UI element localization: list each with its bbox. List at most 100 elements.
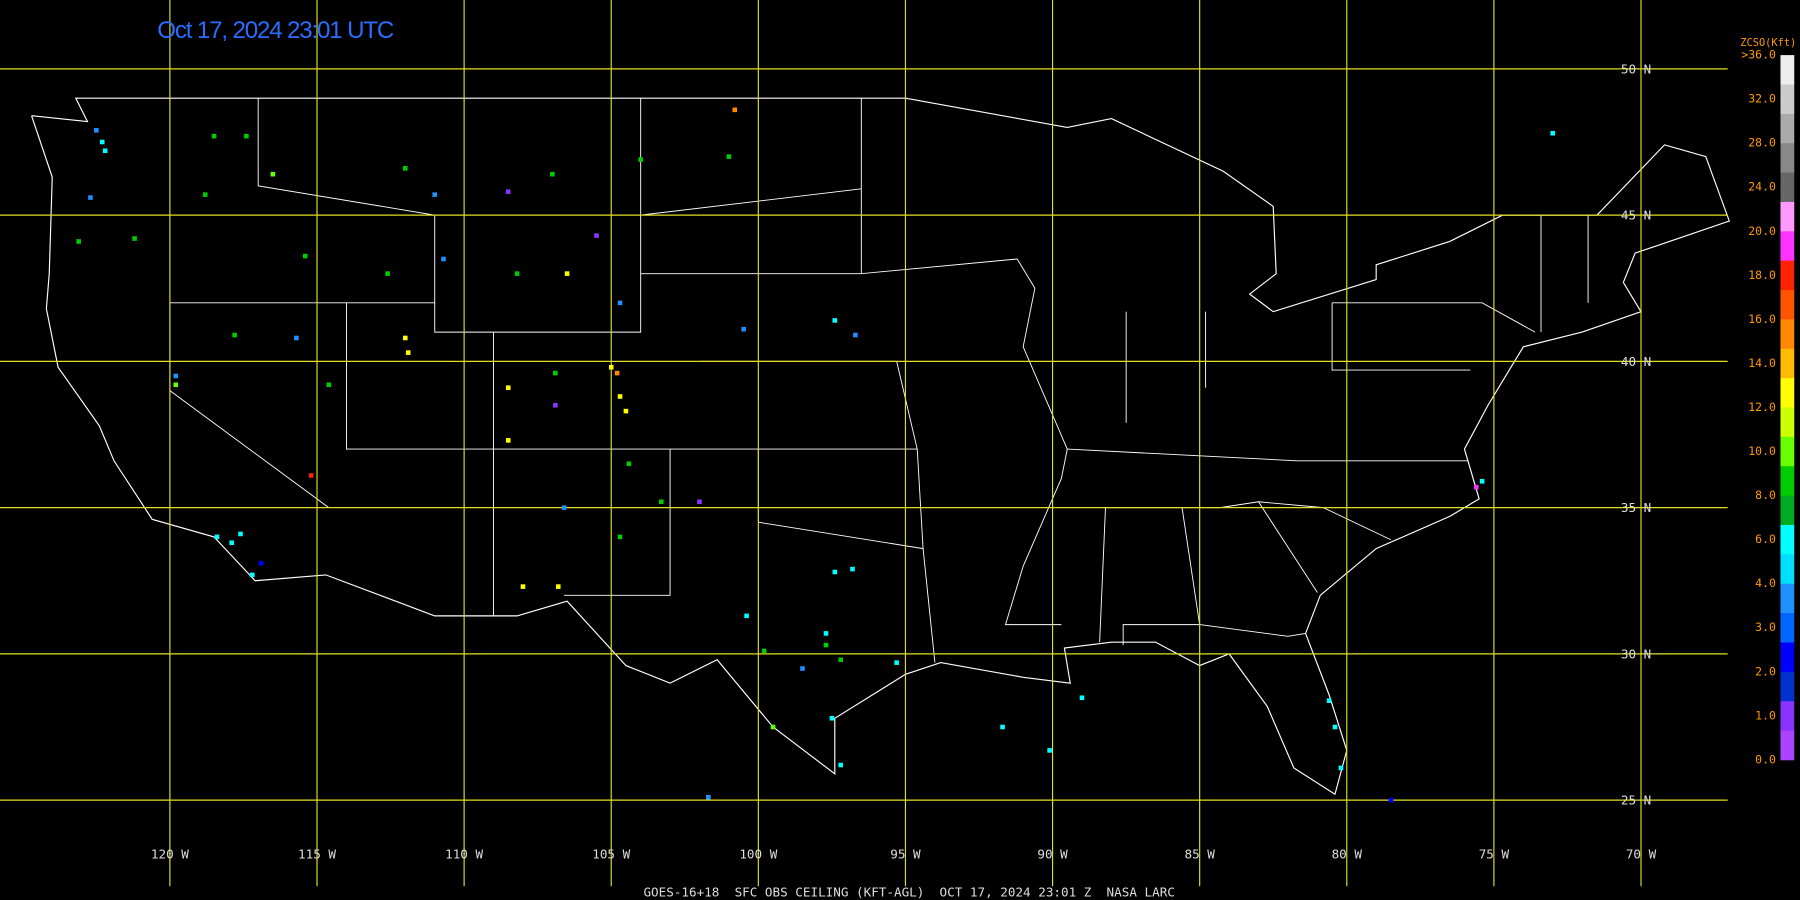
observation: [658, 499, 664, 505]
colorbar-segment: [1780, 378, 1795, 408]
colorbar-segment: [1780, 113, 1795, 144]
colorbar-segment: [1780, 613, 1795, 643]
observation: [258, 560, 264, 566]
colorbar-label: 2.0: [1755, 664, 1776, 678]
longitude-label: 115 W: [298, 847, 336, 862]
observations: [76, 107, 1556, 803]
observation: [626, 461, 632, 467]
observation: [308, 473, 314, 478]
colorbar-segment: [1780, 642, 1795, 673]
colorbar-segment: [1780, 231, 1795, 262]
observation: [1079, 695, 1085, 701]
observation: [1000, 724, 1005, 730]
observation: [608, 364, 614, 370]
colorbar-label: 28.0: [1748, 136, 1776, 150]
longitude-label: 70 W: [1626, 847, 1657, 862]
observation: [249, 572, 255, 578]
colorbar: >36.0 32.0 28.0 24.0 20.0 18.0 16.0 14.0 12.0 10.…: [1741, 48, 1795, 766]
observation: [173, 382, 179, 388]
colorbar-label: 20.0: [1748, 224, 1776, 238]
latitude-label: 40 N: [1621, 354, 1651, 369]
observation: [520, 584, 526, 589]
observation: [614, 370, 620, 376]
observation: [594, 233, 599, 238]
state-border: [1122, 507, 1201, 646]
observation: [832, 569, 838, 575]
longitude-label: 105 W: [592, 847, 630, 862]
state-border: [345, 302, 918, 450]
observation: [294, 335, 299, 341]
footer: GOES-16+18 SFC OBS CEILING (KFT-AGL) OCT…: [643, 885, 1174, 900]
state-border: [1099, 507, 1106, 643]
colorbar-title: ZCSO(Kft): [1740, 37, 1796, 49]
colorbar-segment: [1780, 260, 1795, 291]
observation: [302, 253, 308, 259]
observation: [99, 139, 105, 145]
observation: [505, 438, 511, 443]
observation: [270, 171, 276, 177]
observation: [823, 642, 829, 648]
observation: [555, 584, 561, 589]
state-border: [896, 361, 936, 663]
observation: [553, 370, 558, 376]
colorbar-label: >36.0: [1741, 48, 1776, 62]
longitude-label: 75 W: [1479, 847, 1510, 862]
observation: [564, 271, 570, 276]
latitude-label: 25 N: [1621, 793, 1651, 808]
colorbar-label: 4.0: [1755, 576, 1776, 590]
state-border: [1067, 448, 1468, 462]
observation: [1388, 797, 1394, 803]
observation: [385, 271, 390, 276]
colorbar-label: 3.0: [1755, 620, 1776, 634]
observation: [1326, 698, 1332, 703]
observation: [800, 666, 805, 671]
colorbar-label: 32.0: [1748, 92, 1776, 106]
observation: [211, 133, 217, 139]
observation: [741, 326, 746, 332]
observation: [405, 350, 411, 355]
latitude-label: 50 N: [1621, 61, 1651, 76]
title: Oct 17, 2024 23:01 UTC: [157, 17, 394, 44]
observation: [550, 171, 555, 177]
state-border: [640, 188, 862, 216]
colorbar-segment: [1780, 436, 1795, 467]
colorbar-segment: [1780, 495, 1795, 526]
colorbar-segment: [1780, 319, 1795, 350]
colorbar-label: 24.0: [1748, 180, 1776, 194]
state-border: [1332, 302, 1536, 333]
colorbar-segment: [1780, 583, 1795, 614]
observation: [638, 157, 643, 162]
observation: [770, 724, 776, 730]
observation: [838, 657, 844, 663]
longitude-label: 85 W: [1184, 847, 1215, 862]
observation: [1473, 484, 1479, 490]
longitude-label: 120 W: [151, 847, 189, 862]
colorbar-segment: [1780, 554, 1795, 585]
colorbar-label: 8.0: [1755, 488, 1776, 502]
colorbar-label: 10.0: [1748, 444, 1776, 458]
colorbar-label: 18.0: [1748, 268, 1776, 282]
colorbar-label: 1.0: [1755, 708, 1776, 722]
observation: [1479, 479, 1485, 484]
colorbar-segment: [1780, 201, 1795, 232]
longitude-label: 95 W: [890, 847, 921, 862]
observation: [617, 300, 623, 306]
colorbar-label: 16.0: [1748, 312, 1776, 326]
colorbar-segment: [1780, 348, 1795, 379]
observation: [823, 631, 829, 636]
observation: [94, 128, 99, 133]
observation: [1047, 748, 1052, 753]
colorbar-label: 6.0: [1755, 532, 1776, 546]
latitude-label: 35 N: [1621, 500, 1651, 515]
observation: [505, 189, 511, 195]
observation: [202, 192, 208, 197]
observation: [744, 613, 749, 619]
observation: [1550, 130, 1556, 136]
observation: [553, 402, 558, 408]
observation: [853, 332, 858, 338]
colorbar-segment: [1780, 407, 1795, 438]
observation: [706, 794, 711, 800]
observation: [173, 373, 179, 379]
